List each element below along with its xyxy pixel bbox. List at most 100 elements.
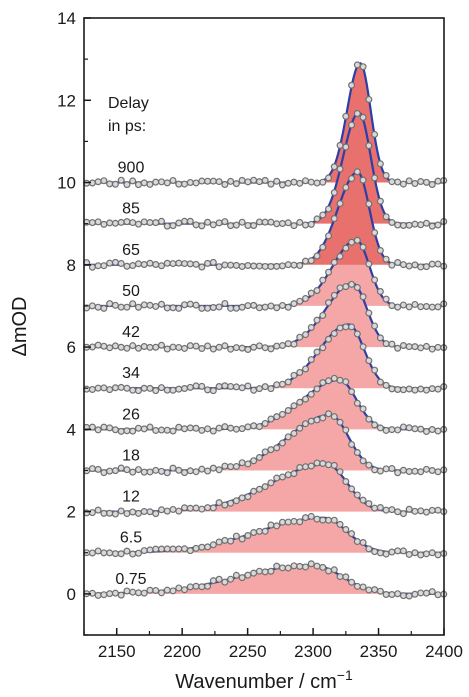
data-point: [186, 217, 194, 225]
data-point: [302, 463, 310, 471]
data-point: [227, 261, 235, 269]
data-point: [123, 181, 131, 189]
data-point: [371, 276, 379, 284]
data-point: [336, 141, 344, 149]
data-point: [376, 197, 384, 205]
data-point: [186, 424, 194, 432]
data-point: [382, 381, 390, 389]
data-point: [238, 344, 246, 352]
data-point: [417, 344, 425, 352]
data-point: [129, 588, 137, 596]
data-point: [204, 304, 212, 312]
data-point: [123, 510, 131, 518]
data-point: [215, 466, 223, 474]
data-point: [365, 357, 373, 365]
data-point: [106, 219, 114, 227]
data-point: [394, 344, 402, 352]
data-point: [244, 302, 252, 310]
data-point: [405, 303, 413, 311]
data-point: [232, 532, 240, 540]
data-point: [163, 507, 171, 515]
annotation-delay: Delay: [108, 95, 149, 112]
data-point: [117, 591, 125, 599]
data-point: [388, 261, 396, 269]
data-point: [123, 547, 131, 555]
data-point: [261, 303, 269, 311]
data-point: [371, 421, 379, 429]
data-point: [106, 509, 114, 517]
spectrum-fill: [84, 517, 444, 553]
data-point: [371, 229, 379, 237]
data-point: [330, 291, 338, 299]
data-point: [325, 205, 333, 213]
data-point: [302, 365, 310, 373]
data-point: [319, 178, 327, 186]
data-point: [175, 466, 183, 474]
data-point: [267, 345, 275, 353]
delay-label: 34: [122, 365, 140, 382]
data-point: [158, 467, 166, 475]
data-point: [129, 386, 137, 394]
data-point: [175, 584, 183, 592]
data-point: [140, 384, 148, 392]
x-tick-label: 2400: [425, 642, 463, 661]
data-point: [140, 179, 148, 187]
data-point: [284, 564, 292, 572]
x-axis-title: Wavenumber / cm−1: [175, 667, 353, 693]
data-point: [227, 382, 235, 390]
data-point: [417, 221, 425, 229]
data-point: [267, 521, 275, 529]
data-point: [255, 218, 263, 226]
data-point: [158, 262, 166, 270]
data-point: [411, 300, 419, 308]
data-point: [290, 178, 298, 186]
data-point: [348, 578, 356, 586]
data-point: [267, 385, 275, 393]
data-point: [353, 449, 361, 457]
data-point: [319, 311, 327, 319]
delay-label: 12: [122, 489, 140, 506]
data-point: [330, 258, 338, 266]
data-point: [163, 345, 171, 353]
data-point: [399, 386, 407, 394]
data-point: [405, 592, 413, 600]
data-point: [146, 219, 154, 227]
data-point: [405, 221, 413, 229]
data-point: [227, 177, 235, 185]
data-point: [371, 466, 379, 474]
data-point: [422, 508, 430, 516]
data-point: [307, 462, 315, 470]
x-axis-title-text: Wavenumber / cm: [175, 671, 337, 693]
annotation-in-ps: in ps:: [108, 118, 146, 135]
data-point: [353, 284, 361, 292]
data-point: [267, 302, 275, 310]
data-point: [267, 218, 275, 226]
data-point: [330, 215, 338, 223]
data-point: [319, 460, 327, 468]
data-point: [181, 344, 189, 352]
data-point: [325, 516, 333, 524]
data-point: [106, 259, 114, 267]
data-point: [371, 548, 379, 556]
data-point: [417, 385, 425, 393]
data-point: [325, 268, 333, 276]
data-point: [111, 510, 119, 518]
data-point: [307, 257, 315, 265]
y-tick-label: 10: [57, 174, 76, 193]
data-point: [152, 302, 160, 310]
delay-label: 6.5: [120, 530, 142, 547]
data-point: [290, 470, 298, 478]
data-point: [348, 175, 356, 183]
data-point: [192, 544, 200, 552]
data-point: [405, 343, 413, 351]
data-point: [376, 160, 384, 168]
data-point: [175, 507, 183, 515]
data-point: [140, 508, 148, 516]
data-point: [175, 304, 183, 312]
data-point: [353, 538, 361, 546]
data-point: [319, 243, 327, 251]
data-point: [394, 426, 402, 434]
data-point: [140, 547, 148, 555]
data-point: [325, 299, 333, 307]
